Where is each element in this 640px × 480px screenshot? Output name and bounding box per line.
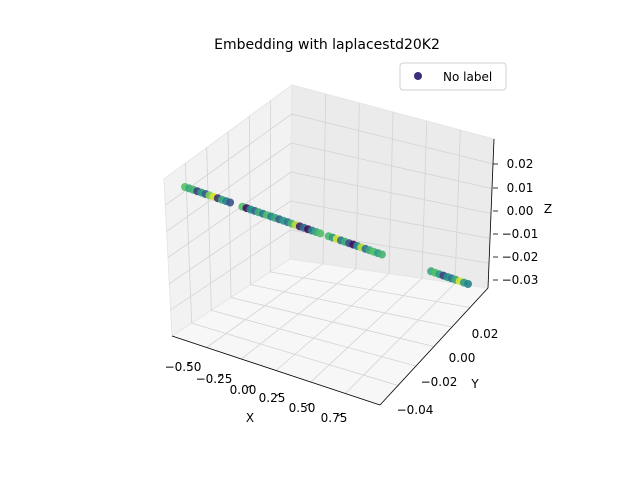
data-point [377, 250, 386, 259]
x-tick-label: 0.25 [259, 391, 286, 405]
grid-line [275, 273, 390, 371]
x-tick-mark [305, 402, 312, 407]
y-tick-label: 0.00 [449, 351, 476, 365]
x-tick-mark [217, 373, 224, 378]
y-tick-label: −0.02 [421, 375, 458, 389]
z-tick-label: 0.00 [507, 204, 534, 218]
y-axis-label: Y [470, 377, 479, 391]
grid-line [310, 278, 423, 383]
legend: No label [399, 62, 507, 91]
z-tick-label: 0.02 [507, 157, 534, 171]
x-tick-mark [186, 361, 193, 366]
x-tick-label: 0.50 [289, 401, 316, 415]
y-tick-label: −0.04 [397, 403, 434, 417]
grid-line [170, 229, 291, 311]
axes: −0.50−0.250.000.250.500.75−0.04−0.020.00… [165, 138, 539, 425]
pane-back-right [289, 84, 495, 289]
x-axis-label: X [246, 411, 254, 425]
legend-label: No label [443, 70, 492, 84]
y-axis-line [379, 287, 489, 406]
legend-marker [414, 72, 422, 80]
grid-line [206, 263, 324, 348]
grid-line [241, 268, 357, 360]
z-tick-label: −0.02 [502, 250, 539, 264]
z-tick-label: −0.03 [502, 273, 539, 287]
x-tick-label: −0.50 [165, 360, 202, 374]
x-axis-line [171, 335, 381, 406]
y-tick-label: 0.02 [472, 327, 499, 341]
grid-line [291, 113, 494, 165]
x-tick-mark [246, 384, 253, 389]
grid-line [345, 282, 456, 394]
x-tick-mark [275, 392, 282, 397]
grid-lines [165, 93, 494, 394]
x-tick-label: 0.00 [230, 383, 257, 397]
z-tick-label: 0.01 [507, 181, 534, 195]
x-tick-label: 0.75 [321, 411, 348, 425]
grid-line [291, 142, 493, 190]
z-axis-label: Z [544, 202, 552, 216]
chart-title: Embedding with laplacestd20K2 [214, 37, 440, 53]
legend-box [399, 62, 507, 91]
grid-line [166, 142, 292, 232]
grid-line [167, 171, 292, 258]
x-tick-mark [337, 412, 344, 417]
grid-line [290, 200, 491, 239]
data-point [226, 198, 235, 207]
z-tick-label: −0.01 [502, 227, 539, 241]
x-tick-label: −0.25 [196, 372, 233, 386]
grid-line [290, 171, 492, 214]
data-point [464, 280, 472, 288]
data-point [316, 229, 325, 238]
scatter-points [181, 183, 472, 288]
